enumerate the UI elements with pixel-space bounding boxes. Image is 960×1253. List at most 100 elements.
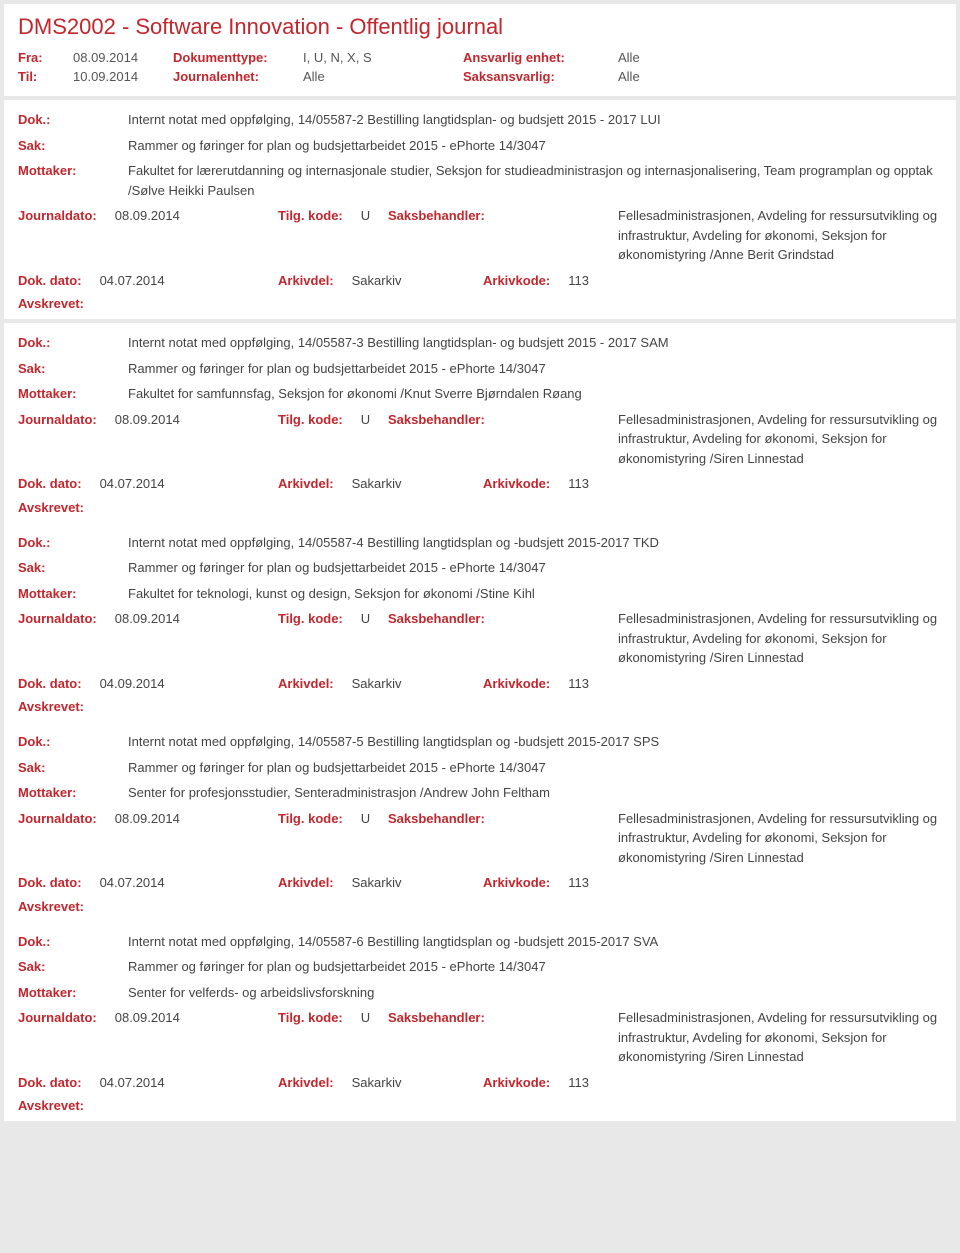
arkivdel-label: Arkivdel: xyxy=(278,474,334,494)
tilgkode-value: U xyxy=(361,206,370,226)
dok-value: Internt notat med oppfølging, 14/05587-2… xyxy=(128,110,942,130)
mottaker-row: Mottaker:Fakultet for teknologi, kunst o… xyxy=(18,584,942,604)
journaldato-label: Journaldato: xyxy=(18,410,97,430)
avskrevet-label: Avskrevet: xyxy=(18,699,942,714)
doktype-label: Dokumenttype: xyxy=(173,50,303,65)
saksbehandler-label: Saksbehandler: xyxy=(388,609,485,629)
journaldato-value: 08.09.2014 xyxy=(115,410,180,430)
arkivdel-value: Sakarkiv xyxy=(352,674,402,694)
mottaker-value: Fakultet for samfunnsfag, Seksjon for øk… xyxy=(128,384,942,404)
dokdato-value: 04.07.2014 xyxy=(100,873,165,893)
sak-label: Sak: xyxy=(18,957,128,977)
dokdato-label: Dok. dato: xyxy=(18,1073,82,1093)
tilgkode-value: U xyxy=(361,609,370,629)
tilgkode-label: Tilg. kode: xyxy=(278,206,343,226)
dok-value: Internt notat med oppfølging, 14/05587-3… xyxy=(128,333,942,353)
filter-row-1: Fra: 08.09.2014 Dokumenttype: I, U, N, X… xyxy=(18,50,942,65)
dok-value: Internt notat med oppfølging, 14/05587-4… xyxy=(128,533,942,553)
filter-row-2: Til: 10.09.2014 Journalenhet: Alle Saksa… xyxy=(18,69,942,84)
saksbehandler-value: Fellesadministrasjonen, Avdeling for res… xyxy=(618,206,938,265)
mottaker-row: Mottaker:Fakultet for lærerutdanning og … xyxy=(18,161,942,200)
dok-label: Dok.: xyxy=(18,533,128,553)
mottaker-value: Fakultet for teknologi, kunst og design,… xyxy=(128,584,942,604)
journal-entry: Dok.:Internt notat med oppfølging, 14/05… xyxy=(4,100,956,319)
mottaker-label: Mottaker: xyxy=(18,783,128,803)
til-label: Til: xyxy=(18,69,73,84)
sak-value: Rammer og føringer for plan og budsjetta… xyxy=(128,758,942,778)
arkivdel-value: Sakarkiv xyxy=(352,1073,402,1093)
journal-entry: Dok.:Internt notat med oppfølging, 14/05… xyxy=(4,922,956,1122)
tilgkode-value: U xyxy=(361,1008,370,1028)
sak-row: Sak:Rammer og føringer for plan og budsj… xyxy=(18,136,942,156)
mottaker-label: Mottaker: xyxy=(18,983,128,1003)
saksbehandler-label: Saksbehandler: xyxy=(388,410,485,430)
tilgkode-label: Tilg. kode: xyxy=(278,609,343,629)
journaldato-row: Journaldato:08.09.2014Tilg. kode:USaksbe… xyxy=(18,809,942,868)
dok-row: Dok.:Internt notat med oppfølging, 14/05… xyxy=(18,732,942,752)
fra-label: Fra: xyxy=(18,50,73,65)
arkivkode-value: 113 xyxy=(568,474,589,494)
saksansvarlig-value: Alle xyxy=(618,69,640,84)
arkivkode-value: 113 xyxy=(568,873,589,893)
doktype-value: I, U, N, X, S xyxy=(303,50,463,65)
til-value: 10.09.2014 xyxy=(73,69,173,84)
arkivdel-label: Arkivdel: xyxy=(278,1073,334,1093)
journaldato-label: Journaldato: xyxy=(18,206,97,226)
dok-row: Dok.:Internt notat med oppfølging, 14/05… xyxy=(18,932,942,952)
dok-label: Dok.: xyxy=(18,732,128,752)
arkivdel-value: Sakarkiv xyxy=(352,271,402,291)
tilgkode-label: Tilg. kode: xyxy=(278,809,343,829)
mottaker-value: Fakultet for lærerutdanning og internasj… xyxy=(128,161,942,200)
journaldato-label: Journaldato: xyxy=(18,1008,97,1028)
sak-value: Rammer og føringer for plan og budsjetta… xyxy=(128,957,942,977)
sak-label: Sak: xyxy=(18,359,128,379)
saksbehandler-value: Fellesadministrasjonen, Avdeling for res… xyxy=(618,1008,938,1067)
journaldato-row: Journaldato:08.09.2014Tilg. kode:USaksbe… xyxy=(18,206,942,265)
tilgkode-label: Tilg. kode: xyxy=(278,1008,343,1028)
mottaker-value: Senter for profesjonsstudier, Senteradmi… xyxy=(128,783,942,803)
dokdato-value: 04.07.2014 xyxy=(100,271,165,291)
saksbehandler-label: Saksbehandler: xyxy=(388,809,485,829)
journaldato-row: Journaldato:08.09.2014Tilg. kode:USaksbe… xyxy=(18,410,942,469)
mottaker-row: Mottaker:Senter for velferds- og arbeids… xyxy=(18,983,942,1003)
sak-row: Sak:Rammer og føringer for plan og budsj… xyxy=(18,758,942,778)
dokdato-row: Dok. dato:04.09.2014Arkivdel:SakarkivArk… xyxy=(18,674,942,694)
arkivdel-value: Sakarkiv xyxy=(352,873,402,893)
page-title: DMS2002 - Software Innovation - Offentli… xyxy=(18,14,942,40)
sak-row: Sak:Rammer og føringer for plan og budsj… xyxy=(18,359,942,379)
dok-label: Dok.: xyxy=(18,110,128,130)
dokdato-label: Dok. dato: xyxy=(18,271,82,291)
arkivkode-label: Arkivkode: xyxy=(483,873,550,893)
saksbehandler-value: Fellesadministrasjonen, Avdeling for res… xyxy=(618,809,938,868)
sak-value: Rammer og føringer for plan og budsjetta… xyxy=(128,359,942,379)
dok-value: Internt notat med oppfølging, 14/05587-5… xyxy=(128,732,942,752)
arkivdel-label: Arkivdel: xyxy=(278,271,334,291)
tilgkode-value: U xyxy=(361,410,370,430)
journal-entry: Dok.:Internt notat med oppfølging, 14/05… xyxy=(4,722,956,922)
journaldato-row: Journaldato:08.09.2014Tilg. kode:USaksbe… xyxy=(18,609,942,668)
mottaker-row: Mottaker:Fakultet for samfunnsfag, Seksj… xyxy=(18,384,942,404)
arkivkode-label: Arkivkode: xyxy=(483,674,550,694)
mottaker-label: Mottaker: xyxy=(18,384,128,404)
dokdato-label: Dok. dato: xyxy=(18,474,82,494)
sak-row: Sak:Rammer og føringer for plan og budsj… xyxy=(18,558,942,578)
sak-value: Rammer og føringer for plan og budsjetta… xyxy=(128,558,942,578)
avskrevet-label: Avskrevet: xyxy=(18,296,942,311)
avskrevet-label: Avskrevet: xyxy=(18,899,942,914)
arkivdel-label: Arkivdel: xyxy=(278,873,334,893)
dok-row: Dok.:Internt notat med oppfølging, 14/05… xyxy=(18,110,942,130)
journaldato-value: 08.09.2014 xyxy=(115,206,180,226)
arkivkode-label: Arkivkode: xyxy=(483,474,550,494)
saksbehandler-value: Fellesadministrasjonen, Avdeling for res… xyxy=(618,410,938,469)
mottaker-label: Mottaker: xyxy=(18,161,128,200)
dok-row: Dok.:Internt notat med oppfølging, 14/05… xyxy=(18,333,942,353)
dokdato-label: Dok. dato: xyxy=(18,873,82,893)
arkivkode-value: 113 xyxy=(568,271,589,291)
sak-label: Sak: xyxy=(18,758,128,778)
arkivdel-value: Sakarkiv xyxy=(352,474,402,494)
dokdato-value: 04.07.2014 xyxy=(100,1073,165,1093)
arkivkode-value: 113 xyxy=(568,674,589,694)
journaldato-value: 08.09.2014 xyxy=(115,609,180,629)
entries-container: Dok.:Internt notat med oppfølging, 14/05… xyxy=(4,100,956,1121)
mottaker-row: Mottaker:Senter for profesjonsstudier, S… xyxy=(18,783,942,803)
